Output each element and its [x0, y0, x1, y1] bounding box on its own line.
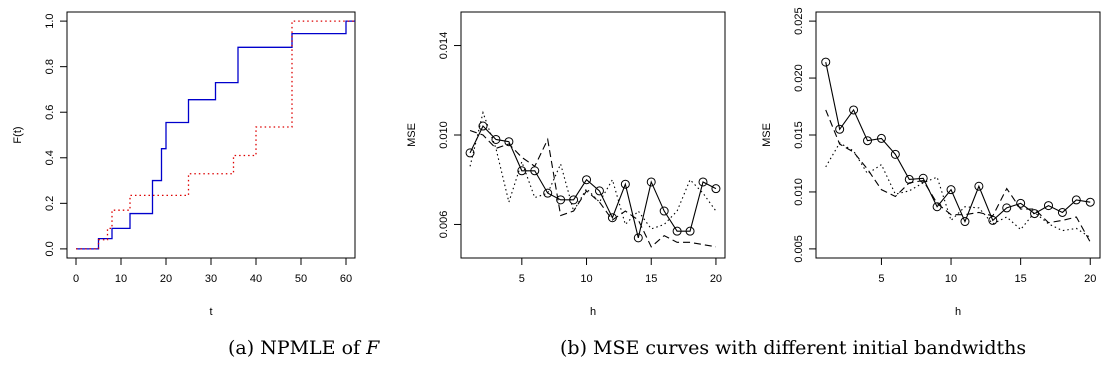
- data-point: [672, 226, 682, 236]
- data-point: [620, 179, 630, 189]
- y-tick-label: 0.8: [44, 59, 56, 74]
- caption-b: (b) MSE curves with different initial ba…: [560, 337, 1027, 359]
- data-point: [556, 195, 566, 205]
- series-line-solid: [825, 61, 1091, 223]
- series-group: [821, 57, 1095, 243]
- data-point: [517, 166, 527, 176]
- y-tick-label: 0.2: [44, 196, 56, 211]
- x-tick-label: 60: [340, 273, 352, 285]
- data-point: [960, 217, 970, 227]
- data-point: [569, 195, 579, 205]
- data-point: [835, 124, 845, 134]
- mse-plot-panel-left: 5 10 15 20 0.006 0.010 0.014 h MSE: [406, 11, 726, 318]
- y-tick-label: 0.025: [793, 7, 805, 35]
- data-point: [491, 134, 501, 144]
- data-point: [478, 121, 488, 131]
- x-tick-label: 20: [710, 273, 722, 285]
- data-point: [1016, 198, 1026, 208]
- data-point: [711, 184, 721, 194]
- series-group: [76, 20, 355, 250]
- x-axis-label: h: [955, 306, 961, 318]
- data-point: [946, 185, 956, 195]
- data-point: [1057, 207, 1067, 217]
- data-point: [685, 226, 695, 236]
- series-line-solid: [76, 20, 355, 250]
- caption-a: (a) NPMLE of F: [228, 337, 379, 359]
- y-axis-label: F(t): [12, 126, 24, 143]
- series-line-dotted: [825, 142, 1091, 238]
- x-tick-label: 20: [160, 273, 172, 285]
- x-axis-label: h: [590, 306, 596, 318]
- y-tick-label: 0.006: [438, 211, 450, 239]
- y-tick-label: 0.014: [438, 32, 450, 60]
- y-axis-label: MSE: [406, 123, 418, 147]
- series-line-dotted: [76, 20, 355, 250]
- x-tick-label: 10: [945, 273, 957, 285]
- y-tick-label: 0.020: [793, 64, 805, 92]
- y-tick-label: 0.6: [44, 105, 56, 120]
- x-tick-label: 50: [295, 273, 307, 285]
- plot-frame: [66, 11, 356, 259]
- data-point: [863, 136, 873, 146]
- data-point: [465, 148, 475, 158]
- series-line-solid: [469, 125, 717, 239]
- x-tick-label: 10: [115, 273, 127, 285]
- mse-plot-panel-right: 5 10 15 20 0.005 0.010 0.015 0.020 0.025 h MSE: [761, 7, 1101, 318]
- data-point: [582, 175, 592, 185]
- x-tick-label: 10: [580, 273, 592, 285]
- series-line-dashed: [469, 130, 717, 248]
- plot-frame: [460, 11, 726, 259]
- data-point: [974, 181, 984, 191]
- caption-a-text: (a) NPMLE of: [228, 337, 367, 359]
- x-tick-label: 15: [1015, 273, 1027, 285]
- y-tick-label: 1.0: [44, 13, 56, 28]
- series-group: [465, 110, 721, 248]
- data-point: [698, 177, 708, 187]
- data-point: [504, 137, 514, 147]
- data-point: [821, 57, 831, 67]
- data-point: [1085, 197, 1095, 207]
- data-point: [633, 233, 643, 243]
- x-tick-label: 0: [73, 273, 79, 285]
- series-line-dashed: [825, 109, 1091, 243]
- x-tick-label: 5: [878, 273, 884, 285]
- y-tick-label: 0.4: [44, 150, 56, 165]
- caption-a-variable: F: [366, 337, 380, 359]
- data-point: [918, 173, 928, 183]
- y-tick-label: 0.010: [438, 121, 450, 149]
- data-point: [659, 206, 669, 216]
- x-tick-label: 30: [205, 273, 217, 285]
- data-point: [876, 133, 886, 143]
- data-point: [1002, 203, 1012, 213]
- y-tick-label: 0.015: [793, 121, 805, 149]
- data-point: [890, 149, 900, 159]
- data-point: [1071, 195, 1081, 205]
- data-point: [594, 186, 604, 196]
- npmle-plot-panel: 0 10 20 30 40 50 60 0.0 0.2 0.4 0.6 0.8 1.0 t F(t): [12, 11, 356, 318]
- x-axis-label: t: [209, 306, 212, 318]
- y-tick-label: 0.0: [44, 241, 56, 256]
- x-tick-label: 5: [519, 273, 525, 285]
- x-tick-label: 20: [1084, 273, 1096, 285]
- x-tick-label: 40: [250, 273, 262, 285]
- data-point: [646, 177, 656, 187]
- data-point: [543, 188, 553, 198]
- y-tick-label: 0.005: [793, 235, 805, 263]
- y-tick-label: 0.010: [793, 178, 805, 206]
- series-line-dotted: [469, 110, 717, 230]
- y-axis-label: MSE: [761, 123, 773, 147]
- data-point: [849, 105, 859, 115]
- data-point: [1043, 201, 1053, 211]
- x-tick-label: 15: [645, 273, 657, 285]
